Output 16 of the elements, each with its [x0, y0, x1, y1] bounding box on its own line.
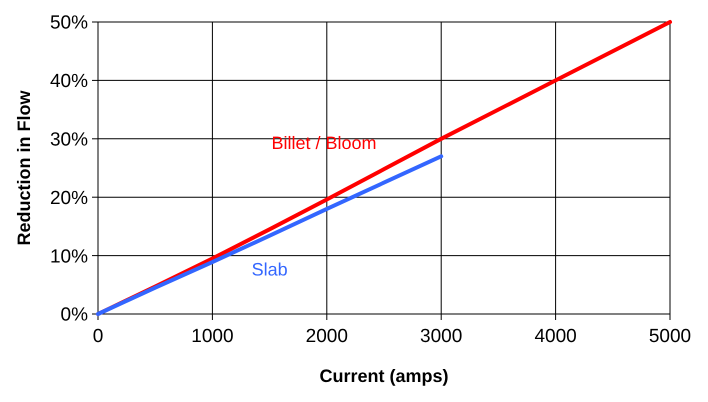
y-tick-label: 40% — [50, 71, 88, 92]
series-label: Slab — [252, 260, 288, 280]
x-tick-label: 0 — [92, 326, 104, 347]
line-series — [96, 154, 444, 316]
y-tick-label: 0% — [60, 304, 88, 326]
x-axis-title: Current (amps) — [319, 366, 449, 386]
y-tick-label: 10% — [50, 246, 88, 268]
x-tick-label: 5000 — [648, 326, 692, 347]
x-tick-label: 3000 — [420, 326, 462, 347]
y-axis-title: Reduction in Flow — [14, 90, 34, 246]
y-tick-label: 30% — [50, 129, 88, 150]
x-tick-label: 1000 — [191, 326, 234, 347]
x-tick-label: 4000 — [534, 326, 577, 347]
y-tick-label: 20% — [50, 188, 88, 209]
x-tick-label: 2000 — [306, 326, 348, 347]
y-tick-label: 50% — [50, 12, 88, 34]
